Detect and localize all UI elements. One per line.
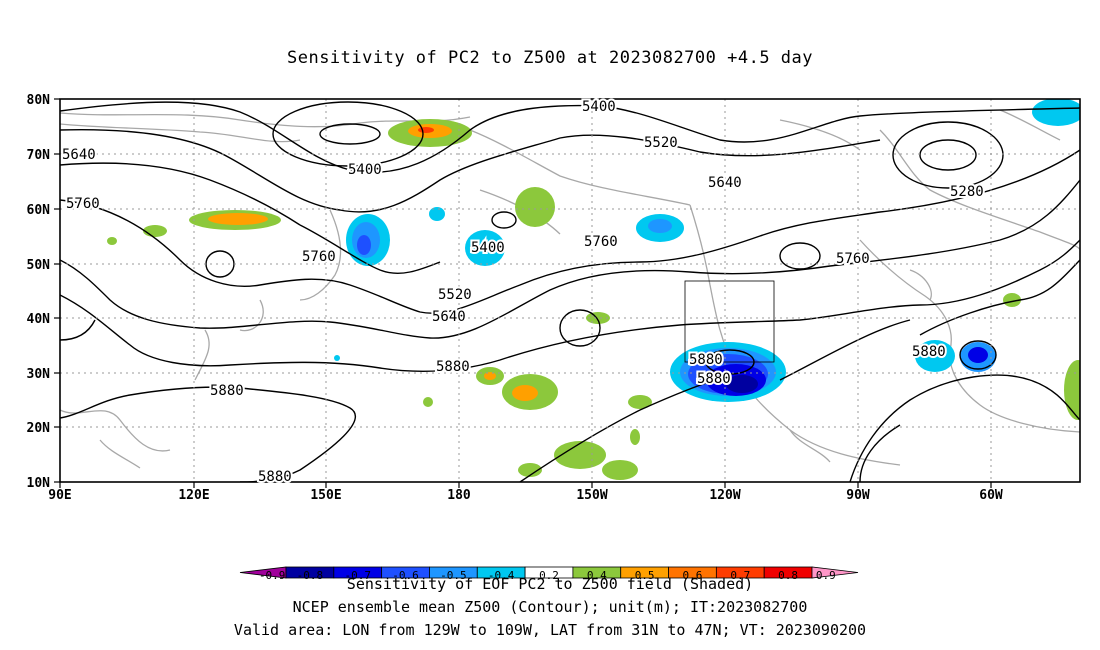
y-tick-label: 30N — [27, 367, 51, 382]
y-tick-label: 10N — [27, 476, 51, 491]
footer-valid-area-caption: Valid area: LON from 129W to 109W, LAT f… — [233, 621, 867, 639]
contour-label: 5760 — [836, 251, 870, 267]
colorbar-tick-label: 0.7 — [730, 569, 750, 582]
y-tick-label: 60N — [27, 203, 51, 218]
footer-shaded-caption: Sensitivity of EOF PC2 to Z500 field (Sh… — [346, 575, 754, 593]
contour-label: 5880 — [210, 383, 244, 399]
contour-label: 5400 — [348, 162, 382, 178]
contour-label: 5400 — [582, 99, 616, 115]
contour-label: 5400 — [471, 240, 505, 256]
x-tick-label: 120E — [178, 488, 209, 503]
colorbar-tick-label: -0.6 — [392, 569, 419, 582]
contour-label: 5280 — [950, 184, 984, 200]
x-tick-label: 60W — [979, 488, 1003, 503]
colorbar-tick-label: 0.5 — [635, 569, 655, 582]
contour-label: 5640 — [62, 147, 96, 163]
map-frame — [59, 98, 1081, 483]
x-tick-label: 150W — [576, 488, 607, 503]
contour-label: 5760 — [584, 234, 618, 250]
x-tick-label: 90W — [846, 488, 870, 503]
x-tick-label: 180 — [447, 488, 471, 503]
contour-label: 5640 — [708, 175, 742, 191]
chart-title: Sensitivity of PC2 to Z500 at 2023082700… — [286, 48, 813, 68]
contour-label: 5880 — [258, 469, 292, 485]
y-tick-label: 20N — [27, 421, 51, 436]
colorbar: -0.9 -0.8 -0.7 -0.6 -0.5 -0.4 0.2 0.4 0.5 0.6 0.7 0… — [239, 566, 859, 582]
colorbar-tick-label: -0.5 — [440, 569, 467, 582]
y-tick-label: 70N — [27, 148, 51, 163]
contour-label: 5880 — [697, 371, 731, 387]
colorbar-swatch — [811, 566, 859, 579]
footer-contour-caption: NCEP ensemble mean Z500 (Contour); unit(… — [292, 598, 808, 616]
axis-ticks — [54, 98, 992, 488]
contour-label: 5760 — [302, 249, 336, 265]
contour-label: 5880 — [436, 359, 470, 375]
contour-label: 5880 — [689, 352, 723, 368]
valid-area-box — [684, 280, 775, 363]
colorbar-tick-label: 0.8 — [778, 569, 798, 582]
colorbar-tick-label: -0.4 — [488, 569, 515, 582]
contour-label: 5880 — [912, 344, 946, 360]
contour-label: 5760 — [66, 196, 100, 212]
contour-label: 5640 — [432, 309, 466, 325]
colorbar-tick-label: -0.8 — [297, 569, 324, 582]
contour-label: 5520 — [438, 287, 472, 303]
x-tick-label: 90E — [48, 488, 71, 503]
contour-label: 5520 — [644, 135, 678, 151]
y-tick-label: 50N — [27, 258, 51, 273]
y-tick-label: 40N — [27, 312, 51, 327]
contour-lines — [60, 101, 1080, 482]
shaded-patches — [107, 99, 1080, 480]
x-tick-label: 150E — [310, 488, 341, 503]
colorbar-tick-label: -0.7 — [344, 569, 371, 582]
x-tick-label: 120W — [709, 488, 740, 503]
gridlines — [60, 99, 1080, 482]
colorbar-tick-label: 0.4 — [587, 569, 607, 582]
colorbar-tick-label: 0.9 — [816, 569, 836, 582]
y-tick-label: 80N — [27, 93, 51, 108]
colorbar-tick-label: -0.9 — [259, 569, 286, 582]
colorbar-tick-label: 0.6 — [683, 569, 703, 582]
colorbar-tick-label: 0.2 — [539, 569, 559, 582]
